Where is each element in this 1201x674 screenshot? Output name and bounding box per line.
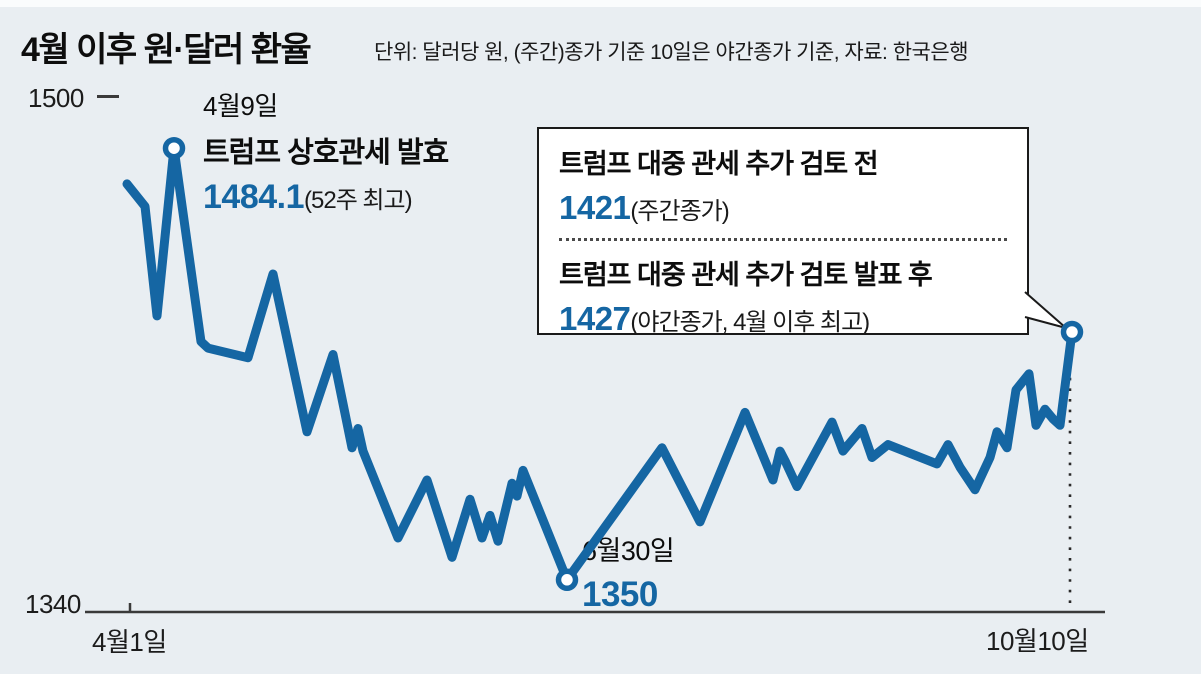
y-axis-min-label: 1340 — [25, 589, 81, 619]
low-annotation: 6월30일 1350 — [582, 529, 675, 615]
low-marker — [555, 568, 579, 592]
callout-after-label: 트럼프 대중 관세 추가 검토 발표 후 — [559, 260, 933, 290]
x-axis-end-label: 10월10일 — [986, 626, 1089, 656]
peak-marker — [162, 136, 186, 160]
chart-title: 4월 이후 원·달러 환율 — [21, 31, 312, 69]
callout-after-value-row: 1427(야간종가, 4월 이후 최고) — [559, 300, 1007, 338]
callout-tail — [1024, 291, 1067, 329]
peak-date: 4월9일 — [203, 91, 278, 121]
chart-subtitle: 단위: 달러당 원, (주간)종가 기준 10일은 야간종가 기준, 자료: 한… — [374, 41, 969, 64]
y-axis-max-label: 1500 — [28, 83, 84, 113]
callout-after-value: 1427 — [559, 300, 631, 337]
callout-before-label: 트럼프 대중 관세 추가 검토 전 — [559, 149, 879, 179]
peak-value-note: (52주 최고) — [304, 187, 413, 214]
callout-before-value: 1421 — [559, 189, 631, 226]
peak-value: 1484.1 — [203, 178, 305, 216]
callout-dotted-divider — [559, 238, 1007, 241]
peak-event: 트럼프 상호관세 발효 — [203, 137, 449, 169]
callout-before-value-row: 1421(주간종가) — [559, 189, 1007, 227]
callout-after-note: (야간종가, 4월 이후 최고) — [630, 309, 870, 336]
callout-box: 트럼프 대중 관세 추가 검토 전 1421(주간종가) 트럼프 대중 관세 추… — [537, 127, 1029, 338]
y-axis-max-tick — [97, 95, 119, 98]
x-axis-start-label: 4월1일 — [92, 627, 167, 657]
peak-annotation: 4월9일 트럼프 상호관세 발효 1484.1(52주 최고) — [203, 86, 449, 217]
low-value: 1350 — [582, 575, 658, 614]
callout-before-note: (주간종가) — [630, 198, 729, 225]
top-margin-strip — [0, 0, 1201, 7]
low-value-row: 1350 — [582, 575, 674, 615]
final-marker — [1060, 320, 1084, 344]
peak-value-row: 1484.1(52주 최고) — [203, 178, 448, 217]
low-date: 6월30일 — [582, 536, 675, 566]
